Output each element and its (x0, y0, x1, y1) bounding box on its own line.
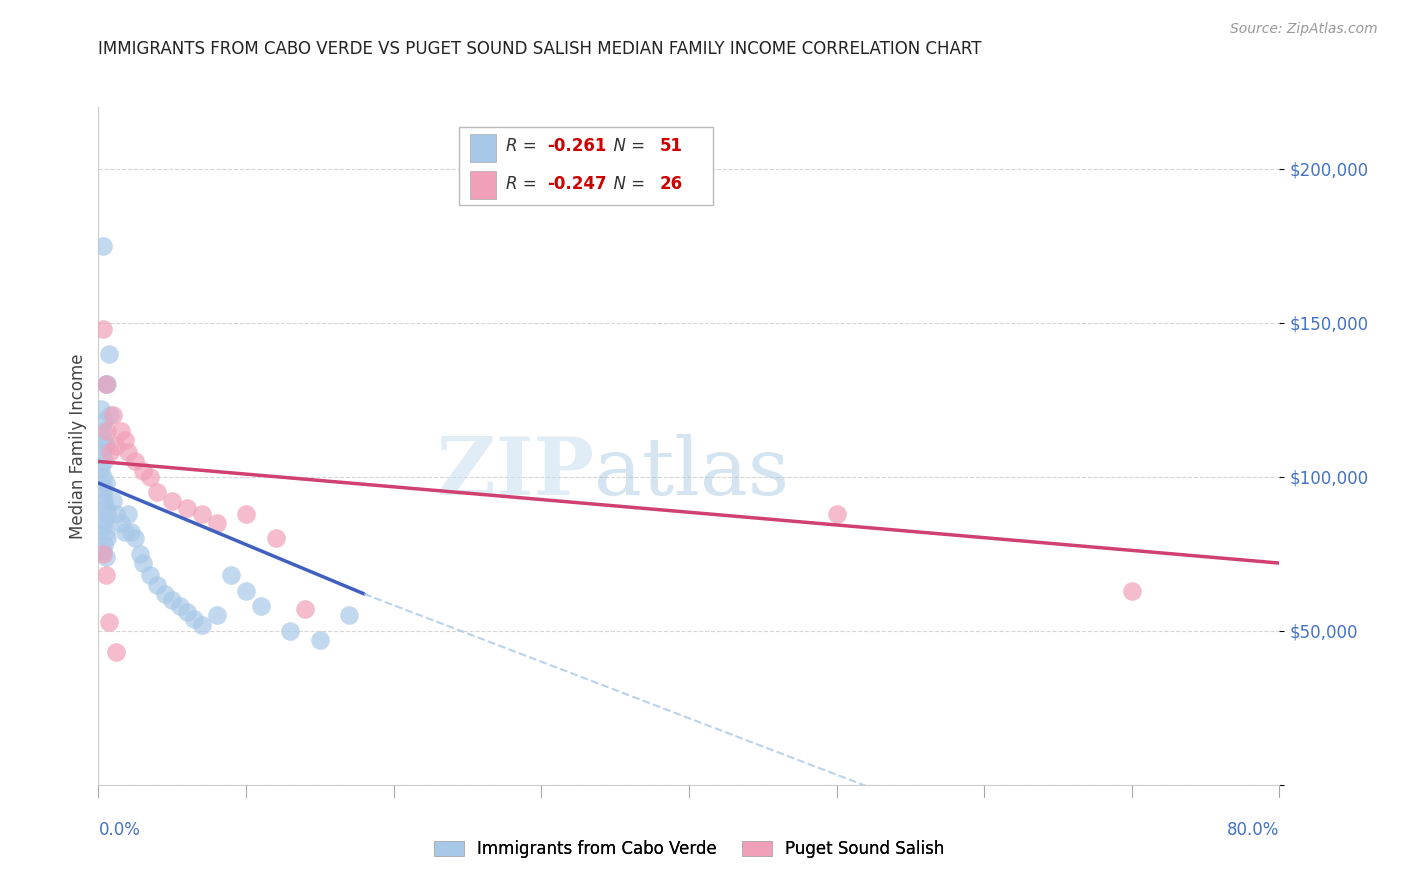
Point (93, 513, 115, 527)
Point (98, 408, 121, 422)
Point (93, 433, 115, 447)
Point (117, 445, 139, 459)
FancyBboxPatch shape (471, 134, 496, 162)
Text: ZIP: ZIP (437, 434, 595, 512)
Point (93, 414, 115, 428)
Text: IMMIGRANTS FROM CABO VERDE VS PUGET SOUND SALISH MEDIAN FAMILY INCOME CORRELATIO: IMMIGRANTS FROM CABO VERDE VS PUGET SOUN… (98, 40, 981, 58)
Point (120, 525, 142, 540)
Point (94, 500, 117, 515)
Point (94, 475, 117, 490)
Point (91, 424, 114, 438)
Text: R =: R = (506, 137, 541, 155)
Point (250, 599, 273, 614)
Point (91, 488, 114, 502)
Point (191, 507, 214, 521)
Point (97, 615, 120, 629)
Legend: Immigrants from Cabo Verde, Puget Sound Salish: Immigrants from Cabo Verde, Puget Sound … (427, 833, 950, 864)
FancyBboxPatch shape (471, 170, 496, 199)
Point (117, 507, 139, 521)
Point (114, 433, 136, 447)
Point (132, 464, 155, 478)
Point (91, 519, 114, 533)
Y-axis label: Median Family Income: Median Family Income (69, 353, 87, 539)
Point (105, 645, 128, 659)
Point (176, 500, 198, 515)
Text: 80.0%: 80.0% (1227, 821, 1279, 838)
Point (93, 454, 115, 468)
Point (94, 568, 117, 582)
Point (337, 608, 360, 623)
Point (91, 470, 114, 484)
Point (162, 593, 183, 607)
Point (94, 525, 117, 540)
Text: -0.261: -0.261 (547, 137, 606, 155)
Point (93, 538, 115, 552)
Point (94, 377, 117, 392)
Point (98, 445, 121, 459)
Point (103, 494, 125, 508)
Point (94, 439, 117, 453)
Point (90, 460, 112, 475)
Point (105, 507, 128, 521)
FancyBboxPatch shape (458, 128, 713, 205)
Point (94, 377, 117, 392)
Point (91, 238, 114, 252)
Point (96, 377, 118, 392)
Point (91, 543, 114, 558)
Point (235, 583, 257, 598)
Point (264, 532, 287, 546)
Point (90, 402, 112, 417)
Point (309, 633, 332, 648)
Point (169, 599, 191, 614)
Point (103, 408, 125, 422)
Point (153, 587, 176, 601)
Point (205, 608, 228, 623)
Point (146, 485, 169, 500)
Point (825, 507, 848, 521)
Point (132, 556, 155, 570)
Point (96, 507, 118, 521)
Point (139, 470, 162, 484)
Point (139, 568, 162, 582)
Point (91, 322, 114, 336)
Text: atlas: atlas (595, 434, 790, 512)
Point (124, 532, 146, 546)
Point (1121, 583, 1143, 598)
Text: 51: 51 (659, 137, 682, 155)
Point (191, 617, 214, 632)
Point (278, 624, 302, 638)
Point (94, 549, 117, 564)
Point (146, 577, 169, 591)
Point (114, 525, 136, 540)
Point (235, 507, 257, 521)
Point (93, 494, 115, 508)
Point (124, 454, 146, 468)
Point (96, 424, 118, 438)
Point (110, 424, 132, 438)
Point (91, 547, 114, 561)
Point (105, 439, 128, 453)
Point (93, 482, 115, 496)
Point (97, 346, 120, 360)
Point (176, 606, 198, 620)
Point (294, 602, 316, 616)
Point (128, 547, 150, 561)
Text: R =: R = (506, 175, 541, 193)
Point (205, 516, 228, 530)
Point (91, 445, 114, 459)
Point (110, 516, 132, 530)
Point (96, 532, 118, 546)
Text: -0.247: -0.247 (547, 175, 607, 193)
Point (183, 611, 205, 625)
Point (162, 494, 183, 508)
Text: N =: N = (603, 137, 650, 155)
Point (219, 568, 242, 582)
Text: 0.0%: 0.0% (98, 821, 141, 838)
Text: Source: ZipAtlas.com: Source: ZipAtlas.com (1230, 22, 1378, 37)
Text: 26: 26 (659, 175, 682, 193)
Text: N =: N = (603, 175, 650, 193)
